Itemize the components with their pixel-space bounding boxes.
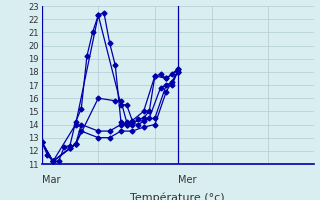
Text: Mer: Mer [178,175,196,185]
Text: Mar: Mar [42,175,60,185]
Text: Température (°c): Température (°c) [130,192,225,200]
